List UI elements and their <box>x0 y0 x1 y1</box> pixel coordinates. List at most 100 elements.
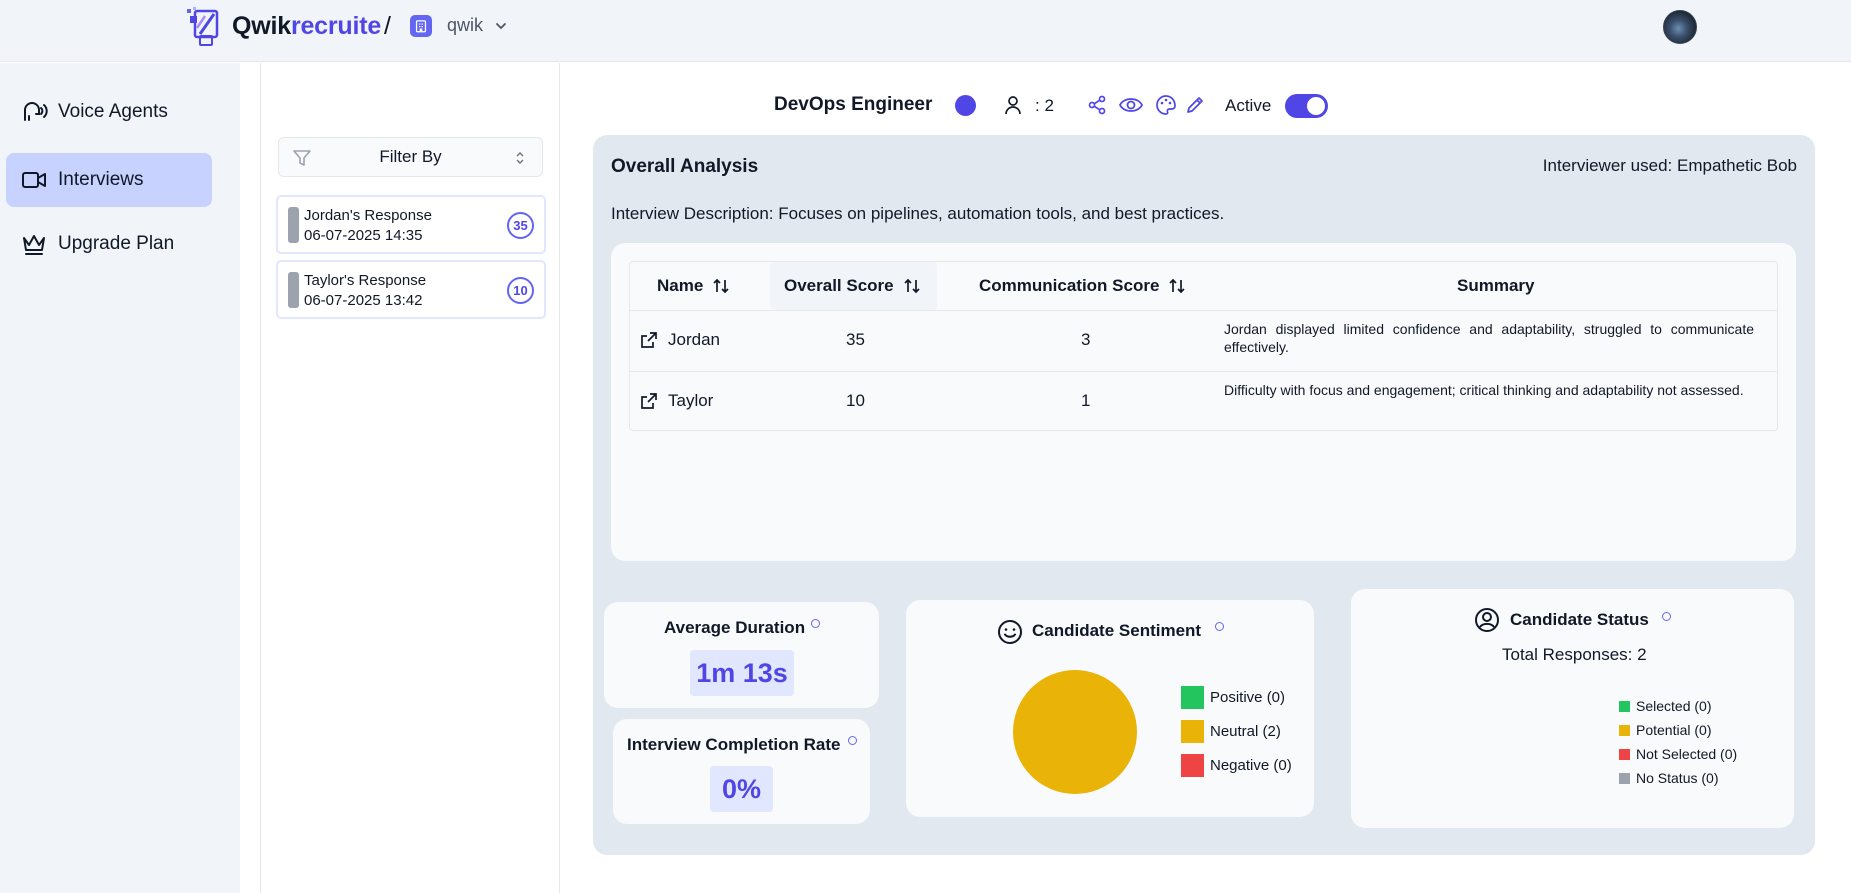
candidate-sentiment-title: Candidate Sentiment <box>1032 621 1202 640</box>
candidate-summary: Jordan displayed limited confidence and … <box>1224 321 1754 355</box>
legend-neutral: Neutral (2) <box>1181 720 1281 743</box>
legend-negative: Negative (0) <box>1181 754 1292 777</box>
response-date: 06-07-2025 14:35 <box>304 227 423 244</box>
response-card-taylor[interactable]: Taylor's Response 06-07-2025 13:42 10 <box>276 260 546 319</box>
column-label: Overall Score <box>784 276 894 295</box>
external-link-icon <box>641 332 657 348</box>
status-indicator <box>288 272 299 308</box>
completion-rate-title: Interview Completion Rate <box>627 735 841 754</box>
response-card-jordan[interactable]: Jordan's Response 06-07-2025 14:35 35 <box>276 195 546 254</box>
candidate-name: Jordan <box>668 330 720 349</box>
sentiment-pie-chart <box>1013 670 1137 794</box>
active-label: Active <box>1225 96 1272 115</box>
table-row[interactable]: Taylor 10 1 Difficulty with focus and en… <box>630 371 1777 432</box>
user-icon <box>1005 96 1021 115</box>
legend-not-selected: Not Selected (0) <box>1619 746 1737 762</box>
active-toggle[interactable] <box>1285 94 1328 118</box>
info-icon[interactable] <box>1662 612 1671 621</box>
column-header-communication-score[interactable]: Communication Score <box>979 262 1186 310</box>
response-name: Taylor's Response <box>304 272 427 289</box>
column-header-summary: Summary <box>1457 262 1534 310</box>
response-date: 06-07-2025 13:42 <box>304 292 423 309</box>
interview-description: Interview Description: Focuses on pipeli… <box>611 204 1224 224</box>
sort-icon <box>713 278 729 294</box>
filter-label: Filter By <box>379 147 442 166</box>
communication-score: 3 <box>1081 330 1091 349</box>
status-indicator <box>288 207 299 243</box>
chevron-up-down-icon <box>516 152 524 164</box>
organization-name[interactable]: qwik <box>447 15 484 35</box>
eye-icon[interactable] <box>1119 94 1143 116</box>
external-link-icon <box>641 393 657 409</box>
interviewer-label: Interviewer used: <box>1542 156 1673 175</box>
column-label: Communication Score <box>979 276 1160 295</box>
info-icon[interactable] <box>848 736 857 745</box>
info-icon[interactable] <box>1215 622 1224 631</box>
video-icon <box>22 172 46 188</box>
legend-selected: Selected (0) <box>1619 698 1711 714</box>
legend-label: Negative (0) <box>1210 757 1292 774</box>
candidate-link[interactable]: Taylor <box>640 391 713 411</box>
results-table: Name Overall Score Communication Score S… <box>629 261 1778 431</box>
response-score-badge: 35 <box>507 212 534 239</box>
responses-column <box>260 63 560 893</box>
interviewer-info: Interviewer used: Empathetic Bob <box>1543 156 1797 176</box>
share-icon[interactable] <box>1086 94 1108 116</box>
filter-dropdown[interactable]: Filter By <box>278 137 543 177</box>
legend-swatch <box>1619 724 1630 736</box>
legend-swatch <box>1619 700 1630 712</box>
analysis-title: Overall Analysis <box>611 156 759 177</box>
average-duration-title: Average Duration <box>664 618 806 637</box>
response-name: Jordan's Response <box>304 207 432 224</box>
sidebar-item-upgrade-plan[interactable]: Upgrade Plan <box>6 217 212 271</box>
legend-no-status: No Status (0) <box>1619 770 1718 786</box>
description-text: Focuses on pipelines, automation tools, … <box>778 204 1225 223</box>
pie-slice-neutral <box>1013 670 1137 794</box>
palette-icon[interactable] <box>1155 94 1177 116</box>
legend-potential: Potential (0) <box>1619 722 1711 738</box>
completion-rate-value: 0% <box>710 766 773 812</box>
overall-score: 10 <box>846 391 865 410</box>
brand-separator: / <box>384 12 391 40</box>
chevron-down-icon[interactable] <box>494 19 508 33</box>
column-label: Summary <box>1457 276 1535 295</box>
brand-name[interactable]: Qwikrecruite <box>232 12 382 40</box>
legend-swatch <box>1181 686 1204 709</box>
response-count: : 2 <box>1035 96 1054 115</box>
legend-label: Selected (0) <box>1636 698 1712 714</box>
theme-color-dot[interactable] <box>955 95 976 116</box>
voice-agent-icon <box>24 102 48 121</box>
candidate-summary: Difficulty with focus and engagement; cr… <box>1224 382 1744 398</box>
crown-icon <box>23 235 45 255</box>
column-header-overall-score[interactable]: Overall Score <box>770 262 937 310</box>
user-avatar[interactable] <box>1663 10 1697 44</box>
average-duration-value: 1m 13s <box>690 650 794 696</box>
filter-icon <box>293 150 311 166</box>
column-header-name[interactable]: Name <box>657 262 730 310</box>
user-circle-icon <box>1475 608 1499 632</box>
qwikrecruite-logo-icon[interactable] <box>184 6 226 46</box>
candidate-name: Taylor <box>668 391 714 410</box>
legend-swatch <box>1181 720 1204 743</box>
info-icon[interactable] <box>811 619 820 628</box>
sidebar-item-voice-agents[interactable]: Voice Agents <box>6 85 212 139</box>
sidebar-item-interviews[interactable]: Interviews <box>6 153 212 207</box>
top-bar: Qwikrecruite / qwik <box>0 0 1851 62</box>
legend-swatch <box>1619 772 1630 784</box>
communication-score: 1 <box>1081 391 1091 410</box>
legend-swatch <box>1619 748 1630 760</box>
response-score-badge: 10 <box>507 277 534 304</box>
sidebar-item-label: Interviews <box>58 169 144 190</box>
candidate-link[interactable]: Jordan <box>640 330 720 350</box>
overall-score: 35 <box>846 330 865 349</box>
organization-icon[interactable] <box>410 15 432 37</box>
total-responses: Total Responses: 2 <box>1502 645 1647 664</box>
pencil-icon[interactable] <box>1184 94 1206 116</box>
interview-title: DevOps Engineer <box>774 94 933 115</box>
sort-icon <box>904 278 920 294</box>
sidebar-item-label: Voice Agents <box>58 101 168 122</box>
smiley-icon <box>998 620 1022 644</box>
table-row[interactable]: Jordan 35 3 Jordan displayed limited con… <box>630 310 1777 371</box>
sidebar: Voice Agents Interviews Upgrade Plan <box>0 63 240 893</box>
legend-swatch <box>1181 754 1204 777</box>
